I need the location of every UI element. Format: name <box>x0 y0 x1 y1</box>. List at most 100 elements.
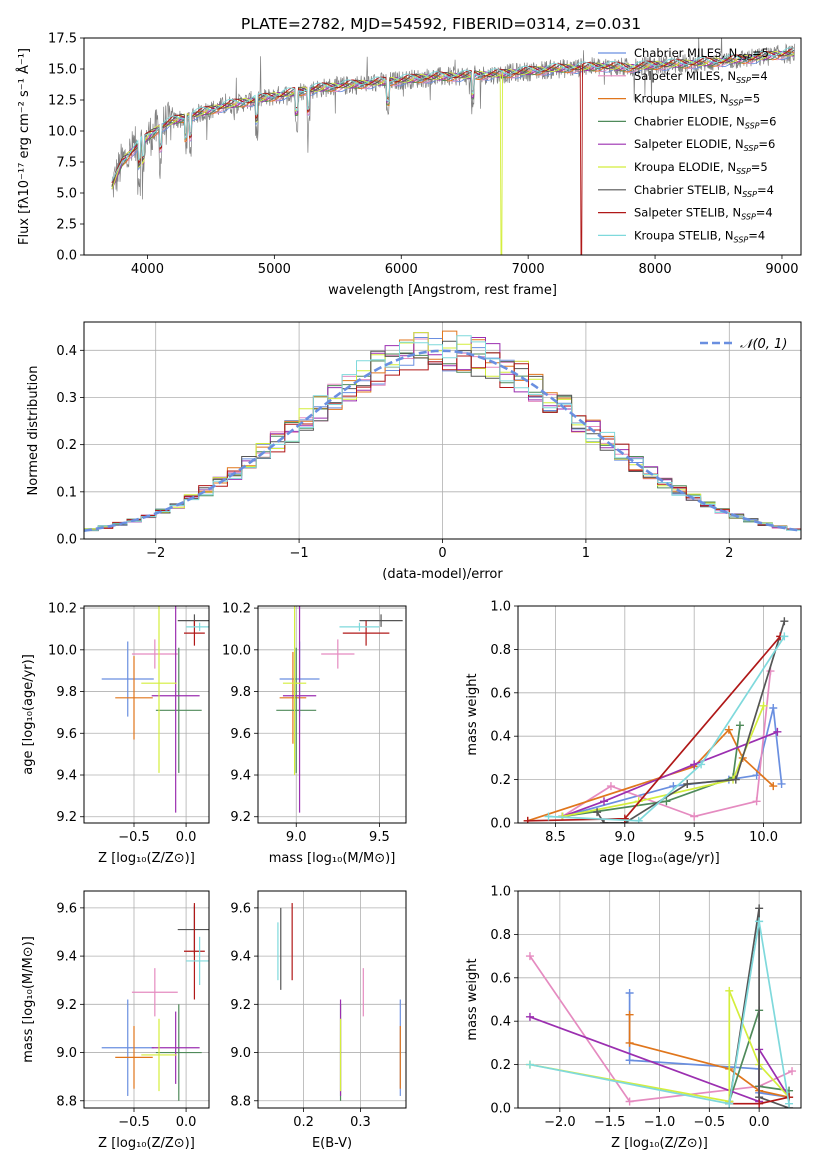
weight-series-line <box>562 705 765 818</box>
x-tick-label: 0.3 <box>350 1115 371 1130</box>
y-tick-label: 9.2 <box>56 810 77 825</box>
errorbar-point <box>131 968 178 1017</box>
x-tick-label: 0.2 <box>293 1115 314 1130</box>
x-axis-label: E(B-V) <box>312 1136 352 1151</box>
weights_vs_Z-frame <box>517 890 802 1109</box>
x-tick-label: 8000 <box>639 262 672 277</box>
x-tick-label: −0.5 <box>118 1115 150 1130</box>
y-axis-label: Normed distribution <box>26 366 41 496</box>
weight-series-line <box>562 725 741 818</box>
histogram-series <box>84 335 801 531</box>
y-tick-label: 9.2 <box>230 998 251 1013</box>
weight-marker <box>697 760 706 769</box>
age_vs_mass-axes: 9.0 9.5 9.2 9.4 9.6 9.8 10.0 10.2 mass [log₁₀(M/… <box>222 602 406 866</box>
y-tick-label: 9.6 <box>56 727 77 742</box>
y-tick-label: 9.4 <box>230 950 251 965</box>
x-tick-label: 9000 <box>765 262 798 277</box>
legend-entry: Salpeter ELODIE, NSSP=6 <box>634 137 775 153</box>
y-tick-label: 0.0 <box>490 1102 511 1117</box>
model-spectrum-line <box>111 47 795 255</box>
x-tick-label: 6000 <box>385 262 418 277</box>
y-tick-label: 5.0 <box>56 187 77 202</box>
errorbar-point <box>151 1011 200 1084</box>
errorbar-point <box>321 639 355 669</box>
y-axis-label: mass weight <box>465 673 480 755</box>
errorbar-point <box>339 622 380 632</box>
errorbar-point <box>141 606 177 773</box>
errorbar-point <box>155 647 202 773</box>
y-tick-label: 9.0 <box>230 1046 251 1061</box>
spectrum-legend: Chabrier MILES, NSSP=5 Salpeter MILES, NS… <box>598 46 776 244</box>
y-tick-label: 8.8 <box>230 1094 251 1109</box>
y-tick-label: 0.3 <box>56 391 77 406</box>
legend-entry: Salpeter MILES, NSSP=4 <box>634 69 768 85</box>
observed-spectrum <box>111 38 796 200</box>
age_vs_mass-errorbars <box>276 606 403 813</box>
weight-marker <box>780 632 789 641</box>
errorbar-point <box>115 656 153 740</box>
x-tick-label: 7000 <box>512 262 545 277</box>
y-tick-label: 0.4 <box>56 344 77 359</box>
legend-entry: 𝒩(0, 1) <box>740 337 787 352</box>
weight-series-line <box>596 620 786 823</box>
x-tick-label: 0.0 <box>749 1115 770 1130</box>
y-tick-label: 0.8 <box>490 643 511 658</box>
weight-series-line <box>529 955 793 1103</box>
legend-entry: Chabrier MILES, NSSP=5 <box>634 46 769 62</box>
y-tick-label: 0.2 <box>56 438 77 453</box>
y-tick-label: 2.5 <box>56 218 77 233</box>
weight-marker <box>523 816 532 823</box>
x-tick-label: 10.0 <box>749 830 778 845</box>
errorbar-point <box>342 620 390 646</box>
mass_vs_ebv-errorbars <box>277 903 401 1101</box>
spectrum-frame <box>83 37 802 256</box>
y-tick-label: 9.4 <box>56 950 77 965</box>
weight-marker <box>625 1010 634 1019</box>
y-tick-label: 8.8 <box>56 1094 77 1109</box>
mass_vs_ebv-axes: 0.2 0.3 8.8 9.0 9.2 9.4 9.6 E(B-V) <box>230 891 406 1151</box>
weight-marker <box>731 775 740 784</box>
x-tick-label: −2.0 <box>544 1115 576 1130</box>
y-tick-label: 0.2 <box>490 773 511 788</box>
y-tick-label: 0.0 <box>56 249 77 264</box>
weight-marker <box>544 812 553 821</box>
y-tick-label: 1.0 <box>490 885 511 900</box>
errorbar-point <box>282 606 317 813</box>
x-axis-label: age [log₁₀(age/yr)] <box>599 851 720 866</box>
legend-entry: Salpeter STELIB, NSSP=4 <box>634 206 773 222</box>
y-tick-label: 9.0 <box>56 1046 77 1061</box>
y-tick-label: 9.4 <box>230 769 251 784</box>
weight-series-line <box>548 635 786 822</box>
y-axis-label: mass weight <box>465 958 480 1040</box>
spectrum-lines <box>111 38 796 255</box>
weights_vs_age-lines <box>523 617 789 823</box>
legend-entry: Chabrier STELIB, NSSP=4 <box>634 183 774 199</box>
weight-marker <box>525 1060 534 1069</box>
weight-marker <box>773 727 782 736</box>
y-tick-label: 10.0 <box>48 125 77 140</box>
x-tick-label: 4000 <box>131 262 164 277</box>
x-tick-label: 9.5 <box>369 830 390 845</box>
weight-marker <box>625 988 634 997</box>
weight-marker <box>724 725 733 734</box>
x-tick-label: −0.5 <box>118 830 150 845</box>
y-axis-label: mass [log₁₀(M/M⊙)] <box>21 936 36 1063</box>
weight-series-line <box>529 921 790 1105</box>
errorbar-point <box>115 1026 153 1089</box>
errorbar-point <box>184 620 205 646</box>
y-tick-label: 9.2 <box>230 810 251 825</box>
y-tick-label: 12.5 <box>48 94 77 109</box>
x-tick-label: −0.5 <box>694 1115 726 1130</box>
mass_vs_Z-frame <box>83 890 210 1109</box>
errorbar-point <box>141 1018 177 1092</box>
x-axis-label: Z [log₁₀(Z/Z⊙)] <box>98 851 195 866</box>
x-tick-label: 9.0 <box>286 830 307 845</box>
errorbar-point <box>184 903 205 1000</box>
errorbar-point <box>276 647 317 773</box>
weight-marker <box>593 808 602 817</box>
y-tick-label: 9.8 <box>230 685 251 700</box>
y-axis-label: age [log₁₀(age/yr)] <box>21 654 36 775</box>
y-tick-label: 9.2 <box>56 998 77 1013</box>
errorbar-point <box>131 639 178 669</box>
x-tick-label: 5000 <box>258 262 291 277</box>
